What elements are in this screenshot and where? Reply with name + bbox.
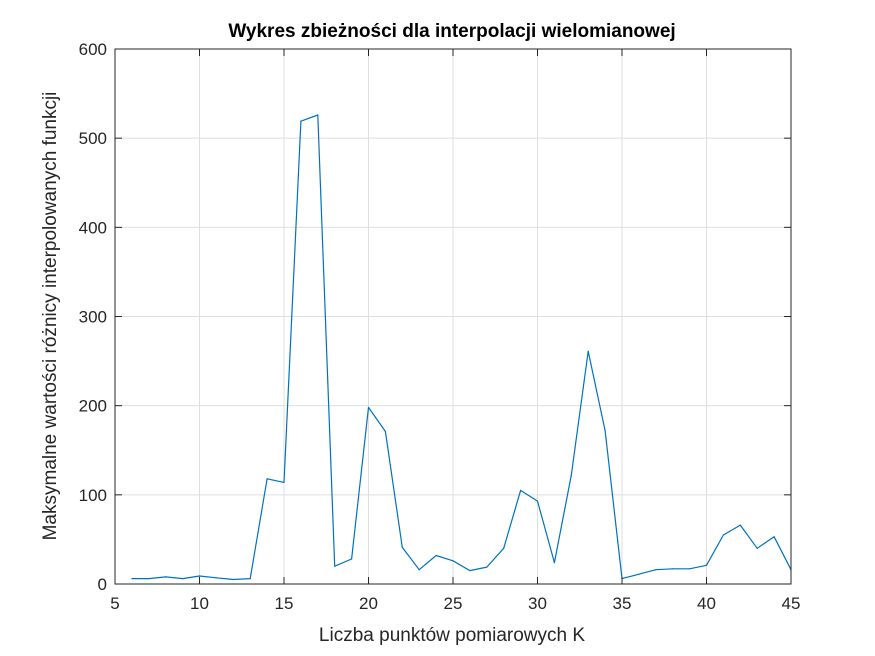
x-tick-label: 25 <box>444 594 463 613</box>
data-point <box>266 478 268 480</box>
data-point <box>249 578 251 580</box>
data-point <box>756 547 758 549</box>
data-point <box>536 500 539 502</box>
data-point <box>655 569 657 571</box>
x-axis-label: Liczba punktów pomiarowych K <box>319 625 585 646</box>
x-tick-label: 40 <box>697 594 716 613</box>
data-point <box>300 120 302 122</box>
data-point <box>215 577 217 579</box>
data-point <box>587 350 589 352</box>
y-tick-label: 100 <box>79 486 107 505</box>
x-tick-label: 30 <box>528 594 547 613</box>
data-point <box>198 575 201 577</box>
data-point <box>705 564 708 566</box>
data-point <box>317 114 319 116</box>
data-point <box>520 489 522 491</box>
y-tick-label: 0 <box>98 575 107 594</box>
data-point <box>638 573 640 575</box>
x-tick-label: 35 <box>613 594 632 613</box>
x-tick-label: 45 <box>782 594 801 613</box>
x-tick-label: 15 <box>275 594 294 613</box>
data-point <box>384 430 386 433</box>
x-tick-label: 5 <box>110 594 119 613</box>
data-point <box>232 578 234 581</box>
data-point <box>503 547 505 549</box>
y-tick-label: 300 <box>79 308 107 327</box>
data-point <box>604 430 606 432</box>
data-point <box>469 570 471 572</box>
data-point <box>418 569 420 571</box>
data-point <box>165 576 167 578</box>
y-tick-label: 200 <box>79 397 107 416</box>
data-point <box>570 474 572 476</box>
data-point <box>283 481 285 483</box>
data-point <box>486 566 488 568</box>
x-tick-label: 20 <box>359 594 378 613</box>
data-point <box>148 578 150 580</box>
data-point <box>401 546 403 549</box>
data-point <box>739 524 741 526</box>
data-point <box>672 568 674 570</box>
y-tick-label: 500 <box>79 129 107 148</box>
data-point <box>553 562 556 564</box>
plot-area: 5 10 15 20 25 30 35 40 45 0 100 200 300 400 500 600 <box>79 40 801 613</box>
data-point <box>773 536 775 538</box>
data-point <box>452 560 454 562</box>
y-tick-label: 400 <box>79 218 107 237</box>
y-axis-label: Maksymalne wartości różnicy interpolowan… <box>40 92 61 541</box>
data-point <box>182 578 184 580</box>
data-point <box>351 558 353 560</box>
y-tick-label: 600 <box>79 40 107 59</box>
ticks: 5 10 15 20 25 30 35 40 45 0 100 200 300 400 500 600 <box>79 40 801 613</box>
series-line <box>131 114 792 581</box>
data-point <box>689 568 691 570</box>
data-point <box>367 406 370 409</box>
data-point <box>722 534 725 536</box>
chart-title: Wykres zbieżności dla interpolacji wielo… <box>228 21 675 42</box>
data-point <box>435 554 437 557</box>
x-tick-label: 10 <box>190 594 209 613</box>
data-point <box>131 578 133 580</box>
series-layer <box>131 114 792 581</box>
data-point <box>334 565 336 567</box>
